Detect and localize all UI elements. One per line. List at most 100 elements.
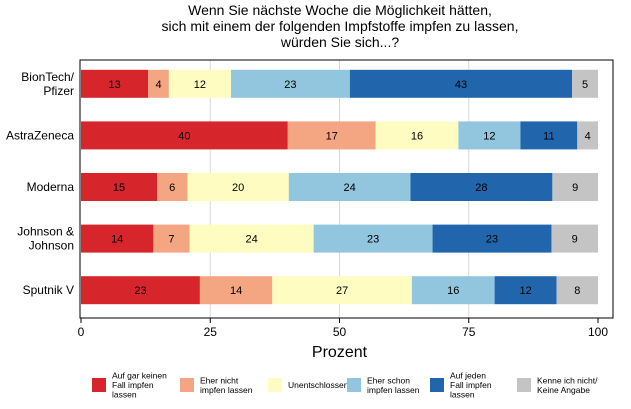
data-label: 16 bbox=[447, 285, 459, 297]
legend-item: Eher nicht impfen lassen bbox=[180, 375, 253, 395]
data-label: 23 bbox=[367, 234, 379, 246]
data-label: 7 bbox=[168, 234, 174, 246]
data-label: 43 bbox=[455, 79, 467, 91]
bar-segment bbox=[157, 173, 188, 201]
data-label: 13 bbox=[108, 79, 120, 91]
bar-segment bbox=[349, 69, 573, 98]
data-label: 27 bbox=[336, 285, 348, 297]
category-label-line: Johnson bbox=[29, 239, 74, 253]
bar-segment bbox=[458, 121, 521, 150]
chart-title-line: Wenn Sie nächste Woche die Möglichkeit h… bbox=[188, 2, 492, 18]
category-label-line: BionTech/ bbox=[21, 70, 74, 84]
data-label: 16 bbox=[411, 130, 423, 142]
bar-segment bbox=[577, 121, 598, 150]
bar-segment bbox=[313, 224, 433, 253]
category-label: Moderna bbox=[27, 180, 75, 194]
data-label: 24 bbox=[344, 182, 356, 194]
legend-label-line: Kenne ich nicht/ bbox=[537, 375, 598, 385]
legend-item: Kenne ich nicht/Keine Angabe bbox=[517, 375, 598, 395]
bar-segment bbox=[168, 69, 231, 98]
legend-label-line: lassen bbox=[450, 390, 475, 400]
legend-label-line: Eher schon bbox=[367, 375, 410, 385]
legend-swatch bbox=[430, 378, 444, 392]
category-label-line: Johnson & bbox=[17, 225, 74, 239]
bar-segment bbox=[556, 276, 598, 305]
data-label: 12 bbox=[194, 79, 206, 91]
bar-segment bbox=[187, 173, 289, 201]
category-label-line: Pfizer bbox=[43, 84, 74, 98]
category-label: Johnson & Johnson bbox=[17, 225, 74, 253]
bar-segment bbox=[552, 173, 598, 201]
bar-segment bbox=[410, 173, 553, 201]
tick-label: 50 bbox=[333, 325, 347, 339]
bar-segment bbox=[520, 121, 578, 150]
category-label: BionTech/Pfizer bbox=[21, 70, 74, 98]
legend-swatch bbox=[180, 378, 194, 392]
legend-item: Eher schon impfen lassen bbox=[347, 375, 420, 395]
legend-swatch bbox=[268, 378, 282, 392]
bar-segment bbox=[153, 224, 190, 253]
data-label: 40 bbox=[178, 130, 190, 142]
bar-segment bbox=[81, 121, 288, 150]
legend-label: Auf jeden Fall impfen lassen bbox=[450, 371, 492, 400]
bar-segment bbox=[81, 224, 154, 253]
legend-label-line: Unentschlossen bbox=[288, 380, 349, 390]
bar-segment bbox=[494, 276, 557, 305]
category-label: Sputnik V bbox=[23, 283, 74, 297]
legend-label-line: Keine Angabe bbox=[537, 385, 590, 395]
legend-swatch bbox=[347, 378, 361, 392]
tick-label: 100 bbox=[588, 325, 608, 339]
bar-segment bbox=[81, 173, 158, 201]
legend-label-line: lassen bbox=[112, 390, 137, 400]
data-label: 23 bbox=[486, 234, 498, 246]
chart-title-line: sich mit einem der folgenden Impfstoffe … bbox=[162, 18, 519, 34]
legend-swatch bbox=[92, 378, 106, 392]
data-label: 17 bbox=[326, 130, 338, 142]
legend-label-line: Eher nicht bbox=[200, 375, 239, 385]
x-axis-label: Prozent bbox=[312, 344, 368, 361]
data-label: 14 bbox=[111, 234, 123, 246]
legend-label: Eher schon impfen lassen bbox=[367, 375, 420, 395]
data-label: 12 bbox=[483, 130, 495, 142]
data-label: 4 bbox=[155, 79, 161, 91]
data-label: 8 bbox=[574, 285, 580, 297]
category-label-line: Moderna bbox=[27, 180, 75, 194]
bar-segment bbox=[81, 276, 200, 305]
legend-item: Auf jeden Fall impfen lassen bbox=[430, 371, 492, 400]
data-label: 9 bbox=[572, 234, 578, 246]
bar-segment bbox=[199, 276, 273, 305]
plot-frame bbox=[79, 59, 614, 319]
data-label: 14 bbox=[230, 285, 242, 297]
bar-segment bbox=[148, 69, 169, 98]
tick-label: 75 bbox=[462, 325, 476, 339]
tick-label: 0 bbox=[78, 325, 85, 339]
data-label: 20 bbox=[232, 182, 244, 194]
data-label: 28 bbox=[475, 182, 487, 194]
tick-label: 25 bbox=[204, 325, 218, 339]
data-label: 11 bbox=[543, 130, 554, 142]
bar-segment bbox=[572, 69, 598, 98]
legend-item: Unentschlossen bbox=[268, 378, 349, 392]
legend-label-line: impfen lassen bbox=[367, 385, 420, 395]
bar-segment bbox=[375, 121, 459, 150]
data-label: 9 bbox=[572, 182, 578, 194]
legend-label-line: Fall impfen bbox=[112, 380, 154, 390]
chart-title-line: würden Sie sich...? bbox=[280, 34, 399, 50]
bar-segment bbox=[81, 69, 149, 98]
category-label-line: AstraZeneca bbox=[6, 128, 74, 142]
data-label: 5 bbox=[582, 79, 588, 91]
bar-segment bbox=[230, 69, 350, 98]
legend-item: Auf gar keinen Fall impfen lassen bbox=[92, 371, 167, 400]
data-label: 23 bbox=[284, 79, 296, 91]
data-label: 15 bbox=[113, 182, 125, 194]
bar-segment bbox=[287, 121, 376, 150]
bar-segment bbox=[272, 276, 412, 305]
bar-segment bbox=[288, 173, 411, 201]
bar-segment bbox=[189, 224, 314, 253]
data-label: 6 bbox=[169, 182, 175, 194]
legend-label: Auf gar keinen Fall impfen lassen bbox=[112, 371, 167, 400]
data-label: 24 bbox=[245, 234, 257, 246]
data-label: 4 bbox=[585, 130, 591, 142]
